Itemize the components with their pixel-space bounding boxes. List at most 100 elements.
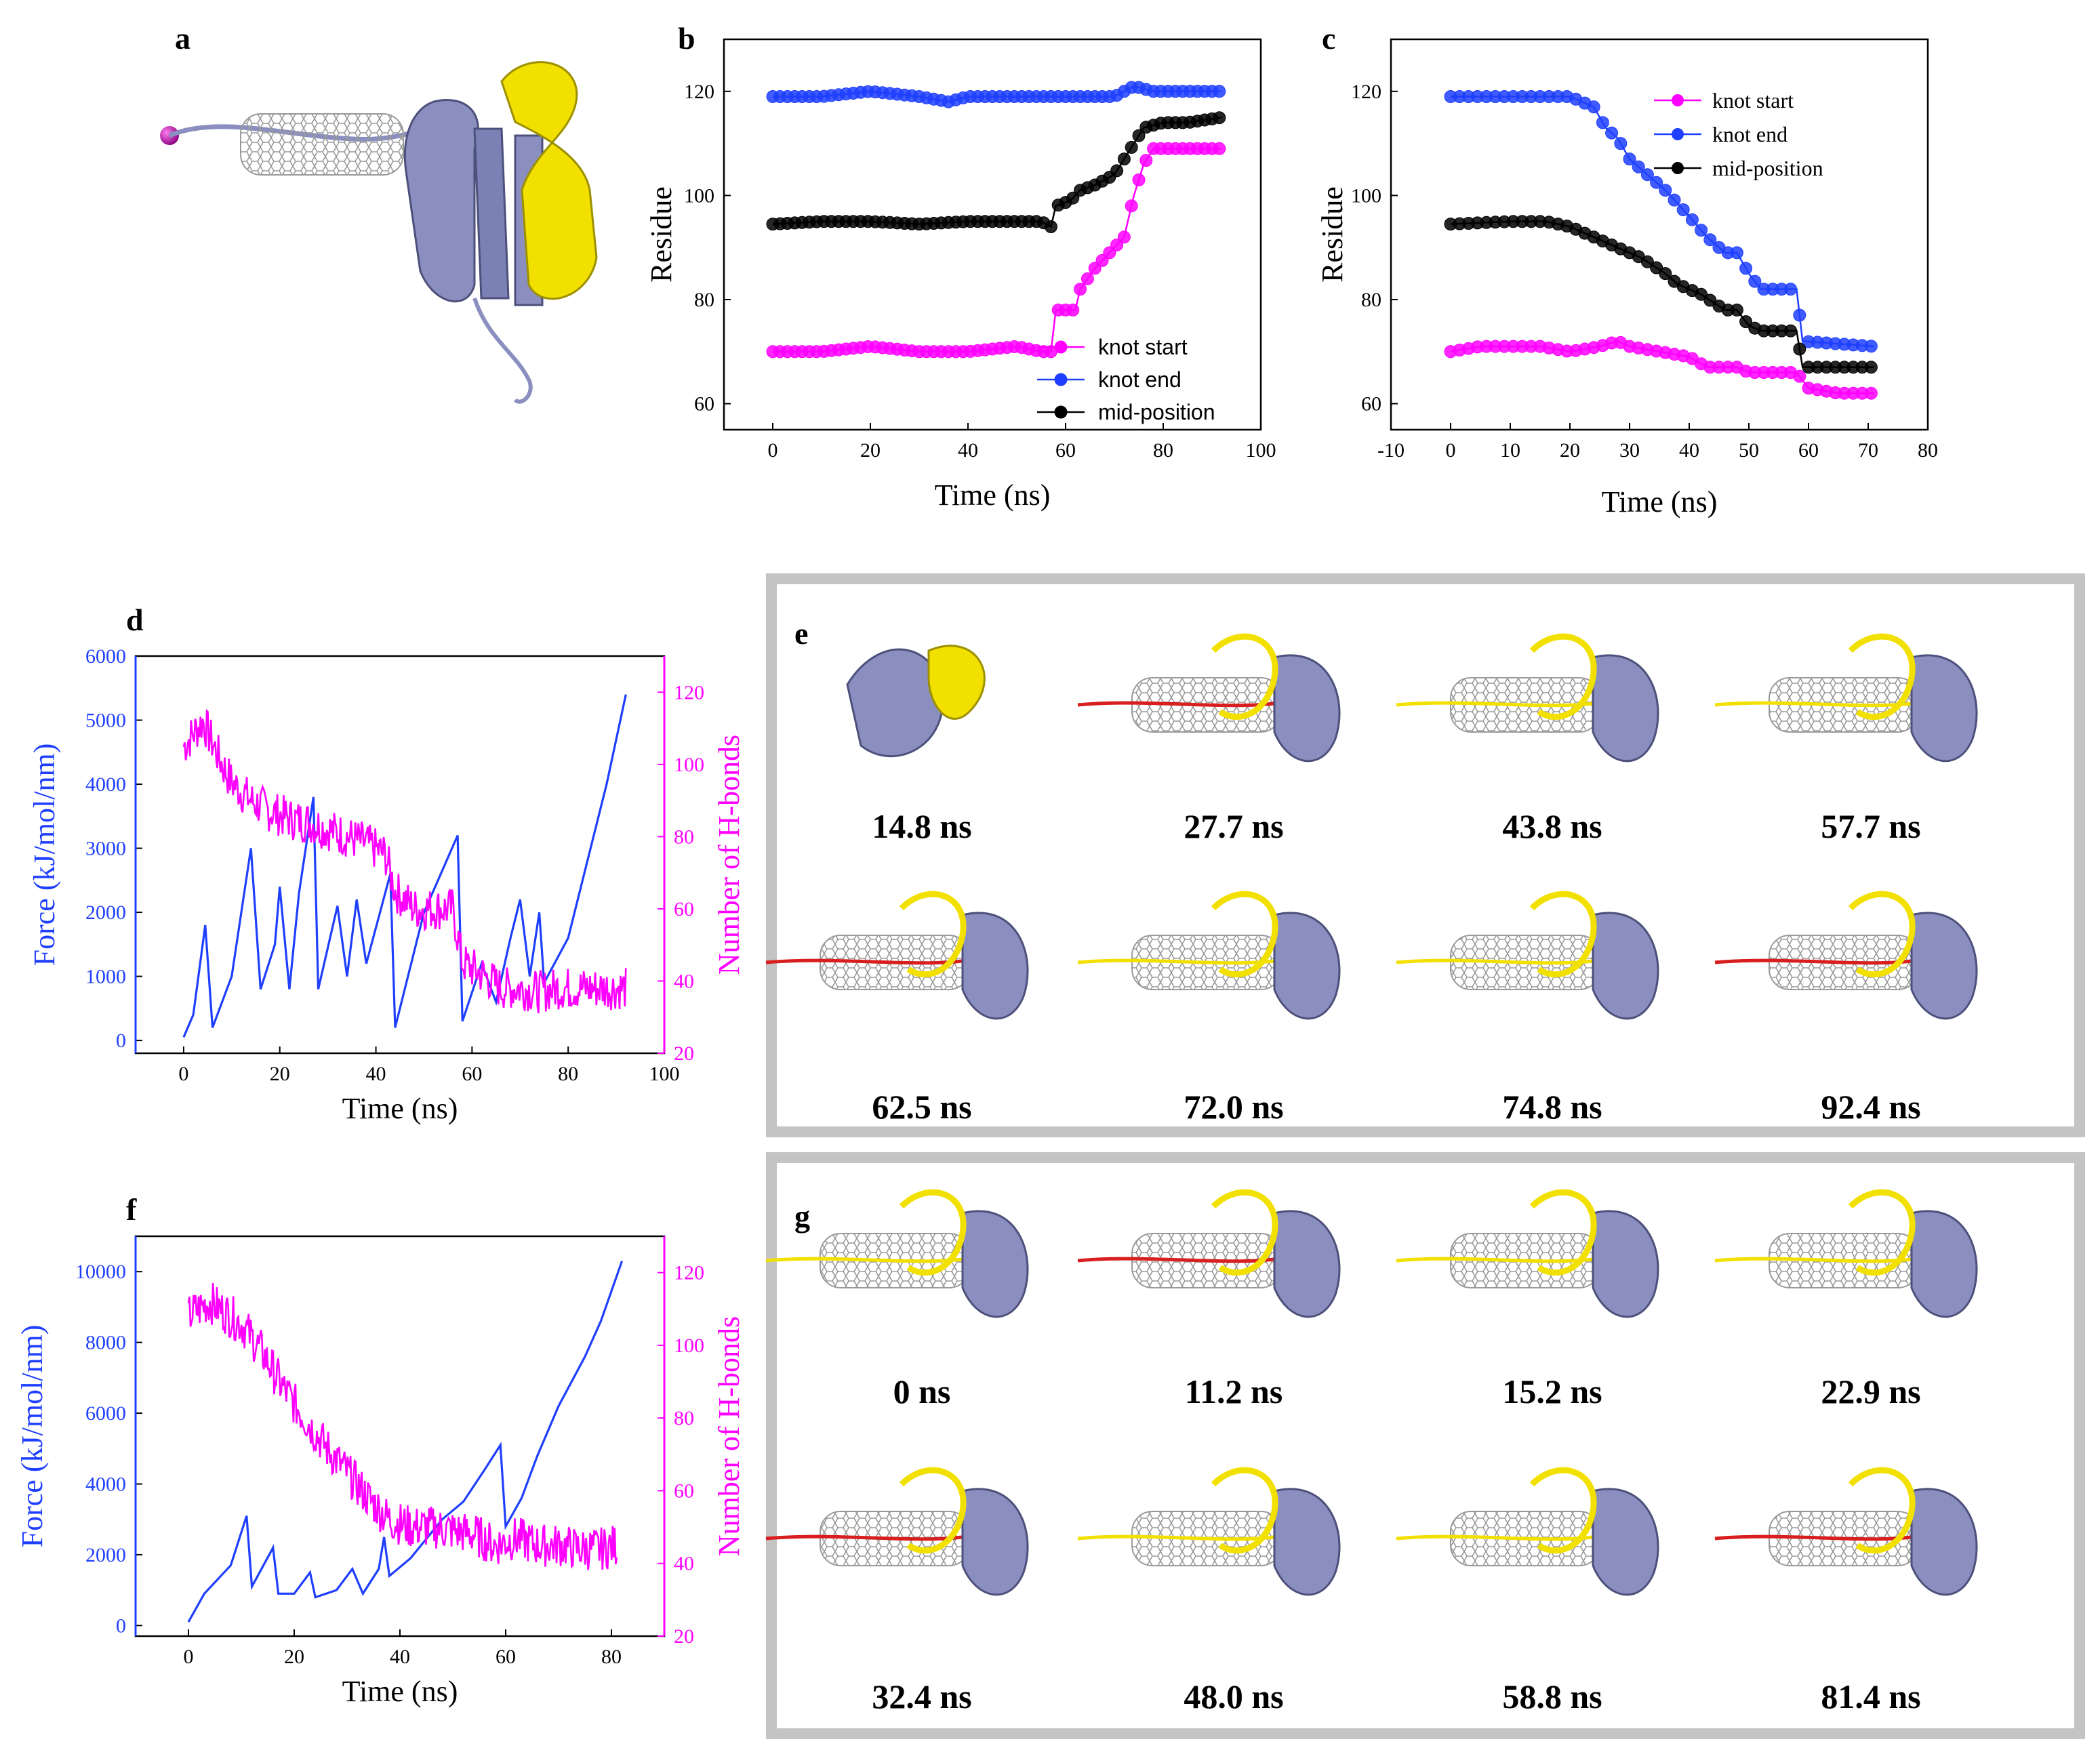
y-tick-label: 60: [1361, 393, 1381, 415]
x-tick-label: 40: [1679, 439, 1699, 462]
chart-b-legend: knot start knot end mid-position: [1037, 335, 1215, 424]
x-tick-label: 10: [1500, 439, 1520, 462]
snapshot-illustration: [765, 1467, 1029, 1596]
snapshot-illustration: [765, 1189, 1029, 1318]
data-point-mid-position: [1739, 315, 1753, 329]
x-tick-label: 60: [1798, 439, 1819, 462]
snapshot-time-label: 92.4 ns: [1821, 1088, 1920, 1126]
data-point-mid-position: [1730, 303, 1743, 317]
panel-a-structure: [160, 61, 598, 404]
data-point-knot-end: [1695, 224, 1708, 237]
data-point-knot-end: [1793, 308, 1806, 322]
snapshot-time-label: 81.4 ns: [1821, 1677, 1920, 1715]
y-tick-label: 10000: [75, 1261, 126, 1283]
y-tick-label: 4000: [85, 773, 126, 796]
snapshot-illustration: [1077, 633, 1341, 762]
data-point-mid-position: [1864, 361, 1878, 374]
panel-letter-c: c: [1322, 21, 1335, 56]
chart-b-legend-1: knot end: [1098, 367, 1182, 392]
snapshot-time-label: 58.8 ns: [1502, 1677, 1602, 1715]
y-tick-label: 120: [684, 81, 714, 103]
chart-c-xlabel: Time (ns): [1602, 485, 1718, 518]
snapshot-time-label: 32.4 ns: [872, 1677, 971, 1715]
panel-e-snapshots: 14.8 ns 27.7 ns 43.8 ns 57.7 ns 62.5 ns 72.0 …: [765, 633, 1978, 1126]
snapshot-illustration: [1077, 891, 1341, 1020]
panel-letter-d: d: [126, 603, 144, 637]
data-point-mid-position: [1213, 111, 1226, 125]
data-point-knot-end: [1748, 274, 1762, 288]
y-tick-label: 6000: [85, 1402, 126, 1425]
snapshot-illustration: [1396, 1189, 1659, 1318]
chart-f-ylabel: Force (kJ/mol/nm): [16, 1325, 49, 1548]
data-point-knot-end: [1614, 137, 1628, 150]
chart-b-legend-2: mid-position: [1098, 400, 1215, 424]
data-point-knot-end: [1632, 160, 1645, 174]
data-point-knot-start: [1081, 272, 1094, 285]
chart-d-ylabel: Force (kJ/mol/nm): [28, 744, 61, 966]
data-point-knot-start: [1066, 303, 1080, 317]
x-tick-label: 20: [1560, 439, 1580, 462]
x-tick-label: 50: [1739, 439, 1759, 462]
data-point-knot-end: [1587, 100, 1600, 114]
data-point-mid-position: [1703, 293, 1717, 307]
x-tick-label: 20: [860, 439, 881, 462]
data-point-mid-position: [1695, 287, 1708, 301]
y2-tick-label: 120: [674, 681, 704, 704]
data-point-knot-start: [1213, 142, 1226, 155]
y2-tick-label: 40: [674, 1553, 694, 1575]
x-tick-label: 80: [1153, 439, 1173, 462]
chart-c-legend-1: knot end: [1712, 122, 1788, 146]
data-point-knot-end: [1685, 213, 1699, 226]
snapshot-time-label: 0 ns: [893, 1372, 951, 1410]
y-tick-label: 6000: [85, 645, 126, 668]
y-tick-label: 80: [1361, 289, 1381, 311]
chart-d: 0 20 40 60 80 1000100020003000400050006000204…: [28, 645, 746, 1125]
panel-letter-b: b: [678, 21, 695, 56]
data-point-knot-start: [1074, 283, 1087, 296]
y-tick-label: 4000: [85, 1473, 126, 1495]
chart-b-ylabel: Residue: [645, 186, 678, 283]
data-point-knot-end: [1659, 184, 1672, 197]
data-point-knot-end: [1784, 283, 1798, 296]
snapshot-illustration: [1714, 633, 1978, 762]
y-tick-label: 2000: [85, 1544, 126, 1566]
snapshot-illustration: [1396, 1467, 1659, 1596]
x-tick-label: 40: [958, 439, 978, 462]
x-tick-label: 60: [1055, 439, 1076, 462]
data-point-knot-end: [1623, 152, 1636, 166]
chart-f-frame: [134, 1235, 666, 1637]
x-tick-label: 30: [1619, 439, 1640, 462]
chart-b: 0 20 40 60 80 100 60 80 100 120 Time (ns) Residue…: [645, 38, 1276, 512]
data-point-mid-position: [1110, 164, 1124, 178]
x-tick-label: 60: [462, 1063, 482, 1085]
y2-tick-label: 60: [674, 898, 694, 920]
y2-tick-label: 100: [674, 754, 704, 776]
snapshot-time-label: 57.7 ns: [1821, 807, 1920, 845]
y-tick-label: 5000: [85, 710, 126, 732]
data-point-mid-position: [1784, 324, 1798, 338]
x-tick-label: 20: [284, 1646, 304, 1668]
data-point-mid-position: [1117, 152, 1131, 166]
snapshot-illustration: [1077, 1189, 1341, 1318]
x-tick-label: 40: [366, 1063, 386, 1085]
x-tick-label: 0: [184, 1646, 194, 1668]
snapshot-time-label: 43.8 ns: [1502, 807, 1602, 845]
data-point-knot-end: [1213, 85, 1226, 98]
snapshot-illustration: [1714, 1467, 1978, 1596]
x-tick-label: 60: [496, 1646, 516, 1668]
data-point-knot-end: [1605, 126, 1619, 140]
panel-letter-g: g: [794, 1199, 810, 1234]
y2-tick-label: 80: [674, 826, 694, 848]
x-tick-label: 80: [1918, 439, 1938, 462]
x-tick-label: 0: [1446, 439, 1456, 462]
panel-e-frame: [766, 573, 2085, 1137]
y-tick-label: 60: [694, 393, 714, 415]
nanotube: [240, 113, 404, 176]
y-tick-label: 100: [684, 184, 714, 207]
data-point-knot-end: [1596, 116, 1609, 129]
chart-c: -10 0 10 20 30 40 50 60 70 80 60 80 100 120 Time (ns)…: [1316, 38, 1938, 518]
data-point-mid-position: [1132, 129, 1146, 142]
data-point-knot-end: [1739, 262, 1753, 275]
series-line-force: [187, 1260, 624, 1623]
